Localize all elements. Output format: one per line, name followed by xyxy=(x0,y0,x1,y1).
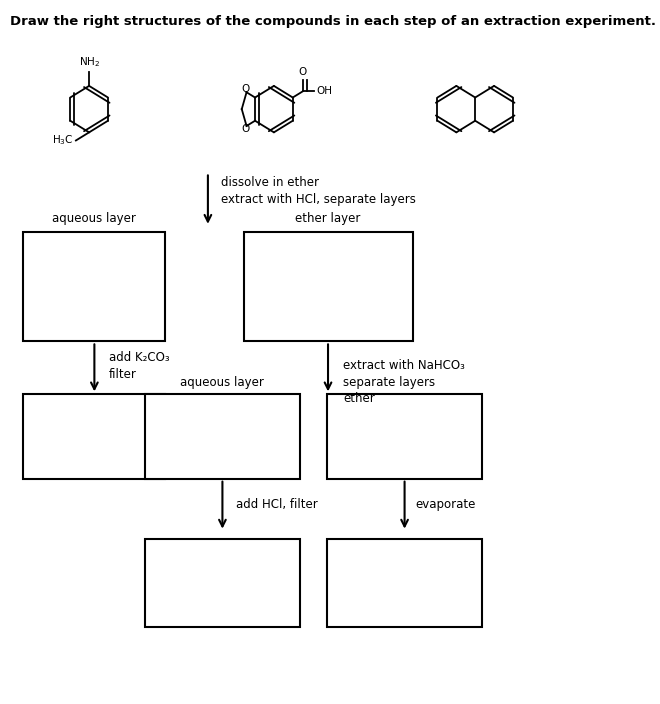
Text: O: O xyxy=(241,84,249,94)
Bar xyxy=(145,539,300,627)
Text: add HCl, filter: add HCl, filter xyxy=(236,498,318,511)
Bar xyxy=(327,539,482,627)
Text: Draw the right structures of the compounds in each step of an extraction experim: Draw the right structures of the compoun… xyxy=(10,15,656,28)
Text: OH: OH xyxy=(317,87,333,96)
Bar xyxy=(145,394,300,479)
Text: dissolve in ether
extract with HCl, separate layers: dissolve in ether extract with HCl, sepa… xyxy=(221,176,416,206)
Text: O: O xyxy=(298,68,307,77)
Bar xyxy=(23,232,165,341)
Text: H$_3$C: H$_3$C xyxy=(51,134,73,147)
Bar xyxy=(327,394,482,479)
Text: ether layer: ether layer xyxy=(295,213,361,225)
Text: extract with NaHCO₃
separate layers
ether: extract with NaHCO₃ separate layers ethe… xyxy=(343,359,465,405)
Bar xyxy=(244,232,412,341)
Bar xyxy=(23,394,165,479)
Text: NH$_2$: NH$_2$ xyxy=(79,56,100,69)
Text: aqueous layer: aqueous layer xyxy=(52,213,137,225)
Text: aqueous layer: aqueous layer xyxy=(180,376,265,389)
Text: O: O xyxy=(241,125,249,134)
Text: add K₂CO₃
filter: add K₂CO₃ filter xyxy=(109,351,170,381)
Text: evaporate: evaporate xyxy=(416,498,476,511)
